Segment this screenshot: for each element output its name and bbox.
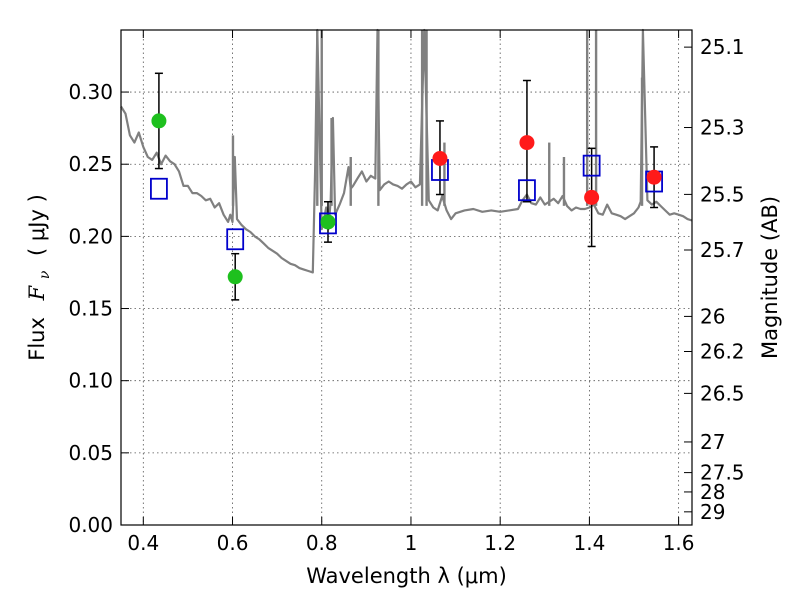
y-axis-label-unit: ( μJy ): [25, 194, 49, 256]
x-tick-label: 1: [405, 531, 418, 555]
y-tick-label: 0.20: [68, 224, 113, 248]
green-observed-point: [227, 269, 243, 285]
red-observed-point: [646, 169, 662, 185]
magnitude-tick-label: 25.3: [700, 116, 745, 140]
x-tick-label: 1.4: [573, 531, 605, 555]
data-points-layer: [150, 72, 663, 301]
magnitude-tick-label: 25.7: [700, 238, 745, 262]
x-tick-label: 1.2: [484, 531, 516, 555]
model-photometry-box: [319, 212, 337, 235]
magnitude-tick-label: 29: [700, 500, 725, 524]
x-tick-label: 1.6: [663, 531, 695, 555]
red-observed-point: [584, 189, 600, 205]
y-tick-label: 0.25: [68, 152, 113, 176]
model-photometry-box: [226, 228, 245, 251]
model-photometry-box: [150, 177, 168, 200]
red-observed-point: [519, 135, 535, 151]
y-axis-label-symbol: F: [25, 284, 49, 301]
green-observed-point: [151, 113, 167, 129]
y-tick-label: 0.30: [68, 80, 113, 104]
model-photometry-box: [582, 154, 601, 177]
y-tick-label: 0.10: [68, 369, 113, 393]
y-tick-label: 0.15: [68, 297, 113, 321]
y-tick-label: 0.00: [68, 513, 113, 537]
magnitude-tick-label: 25.5: [700, 182, 745, 206]
y-axis-label-subscript: ν: [37, 270, 53, 279]
red-observed-point: [432, 150, 448, 166]
magnitude-tick-label: 26.2: [700, 339, 745, 363]
y-axis-label: Flux F ν ( μJy ): [25, 194, 54, 361]
magnitude-axis-label: Magnitude (AB): [758, 196, 782, 359]
x-axis-label: Wavelength λ (μm): [306, 564, 507, 588]
y-axis-label-prefix: Flux: [25, 317, 49, 361]
green-observed-point: [320, 214, 336, 230]
magnitude-tick-label: 25.1: [700, 35, 745, 59]
plot-frame: [120, 29, 693, 526]
y-tick-label: 0.05: [68, 441, 113, 465]
axis-ticks: 0.4 0.6 0.8 1 1.2 1.4 1.6 0.00 0.05 0.10 0.15 0.20 0…: [68, 30, 745, 555]
magnitude-tick-label: 28: [700, 480, 725, 504]
magnitude-tick-label: 27: [700, 430, 725, 454]
x-tick-label: 0.4: [127, 531, 159, 555]
magnitude-tick-label: 27.5: [700, 461, 745, 485]
magnitude-tick-label: 26.5: [700, 381, 745, 405]
x-tick-label: 0.8: [306, 531, 338, 555]
magnitude-tick-label: 26: [700, 304, 725, 328]
model-photometry-box: [518, 179, 536, 202]
x-tick-label: 0.6: [217, 531, 249, 555]
